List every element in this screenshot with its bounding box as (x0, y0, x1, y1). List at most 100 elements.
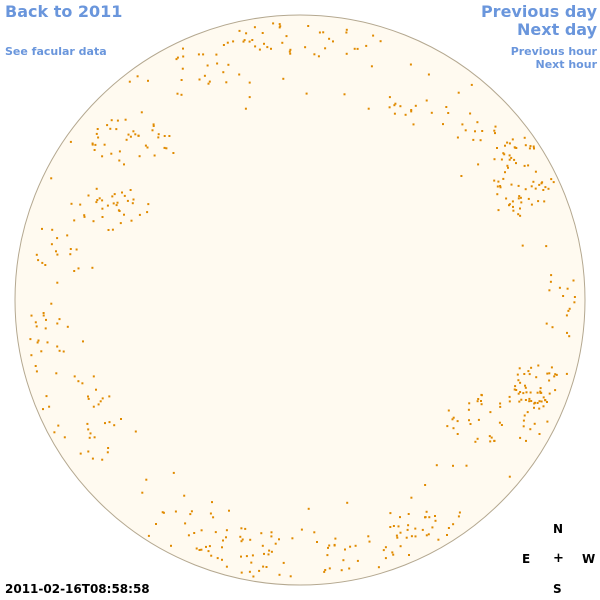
feature-dot (258, 569, 261, 572)
feature-dot (203, 74, 206, 77)
feature-dot (261, 544, 264, 547)
feature-dot (215, 53, 218, 56)
feature-dot (446, 425, 449, 428)
feature-dot (434, 519, 437, 522)
feature-dot (69, 140, 72, 143)
feature-dot (508, 154, 511, 157)
feature-dot (91, 142, 94, 145)
feature-dot (349, 545, 352, 548)
feature-dot (245, 32, 248, 35)
feature-dot (91, 266, 94, 269)
next-day-link[interactable]: Next day (517, 20, 597, 39)
feature-dot (243, 39, 246, 42)
next-hour-link[interactable]: Next hour (535, 58, 598, 71)
feature-dot (518, 195, 521, 198)
feature-dot (399, 545, 402, 548)
feature-dot (73, 219, 76, 222)
feature-dot (227, 63, 230, 66)
feature-dot (333, 544, 336, 547)
feature-dot (470, 83, 473, 86)
feature-dot (202, 53, 205, 56)
feature-dot (57, 424, 60, 427)
feature-dot (512, 209, 515, 212)
feature-dot (562, 295, 565, 297)
feature-dot (474, 130, 476, 133)
feature-dot (499, 186, 502, 189)
feature-dot (83, 214, 86, 217)
feature-dot (356, 559, 359, 562)
feature-dot (457, 91, 460, 94)
feature-dot (144, 144, 147, 147)
feature-dot (537, 364, 540, 367)
feature-dot (546, 401, 548, 403)
feature-dot (553, 375, 556, 378)
feature-dot (545, 245, 548, 248)
feature-dot (225, 81, 228, 84)
feature-dot (41, 261, 44, 264)
feature-dot (476, 121, 479, 124)
feature-dot (101, 207, 104, 210)
feature-dot (238, 29, 241, 32)
feature-dot (268, 549, 271, 552)
previous-hour-link[interactable]: Previous hour (510, 45, 597, 58)
feature-dot (222, 539, 224, 542)
feature-dot (538, 433, 541, 435)
feature-dot (121, 191, 123, 194)
feature-dot (428, 516, 431, 519)
feature-dot (66, 325, 69, 328)
feature-dot (452, 464, 454, 467)
feature-dot (518, 400, 521, 403)
feature-dot (242, 40, 245, 43)
compass-west-label: W (582, 552, 596, 566)
feature-dot (566, 331, 568, 334)
feature-dot (410, 535, 413, 538)
feature-dot (546, 420, 549, 423)
feature-dot (81, 382, 84, 385)
feature-dot (96, 128, 99, 130)
feature-dot (406, 528, 409, 531)
feature-dot (77, 380, 80, 383)
feature-dot (407, 524, 410, 527)
feature-dot (526, 411, 529, 414)
feature-dot (56, 345, 59, 348)
feature-dot (511, 138, 514, 141)
feature-dot (430, 111, 433, 114)
feature-dot (368, 540, 371, 543)
feature-dot (69, 253, 72, 256)
feature-dot (261, 32, 264, 34)
feature-dot (307, 507, 310, 510)
feature-dot (447, 409, 450, 412)
feature-dot (496, 193, 499, 196)
feature-dot (151, 129, 154, 132)
feature-dot (176, 56, 179, 59)
feature-dot (367, 107, 370, 110)
feature-dot (248, 570, 251, 573)
feature-dot (493, 158, 496, 161)
back-to-year-link[interactable]: Back to 2011 (5, 2, 123, 21)
feature-dot (497, 180, 500, 183)
feature-dot (87, 194, 90, 197)
feature-dot (101, 458, 104, 461)
facular-data-link[interactable]: See facular data (5, 45, 107, 58)
feature-dot (50, 177, 53, 180)
feature-dot (240, 540, 243, 543)
feature-dot (525, 391, 528, 394)
feature-dot (101, 155, 104, 158)
feature-dot (109, 127, 112, 130)
feature-dot (523, 164, 526, 167)
feature-dot (108, 395, 111, 398)
feature-dot (498, 421, 501, 424)
previous-day-link[interactable]: Previous day (480, 2, 597, 21)
feature-dot (377, 566, 380, 569)
feature-dot (170, 544, 172, 547)
feature-dot (442, 123, 444, 126)
feature-dot (182, 47, 184, 50)
feature-dot (452, 523, 455, 526)
feature-dot (510, 156, 513, 159)
feature-dot (228, 509, 230, 512)
feature-dot (479, 139, 482, 142)
feature-dot (153, 154, 156, 157)
feature-dot (519, 436, 522, 439)
feature-dot (95, 132, 98, 135)
feature-dot (267, 553, 270, 556)
